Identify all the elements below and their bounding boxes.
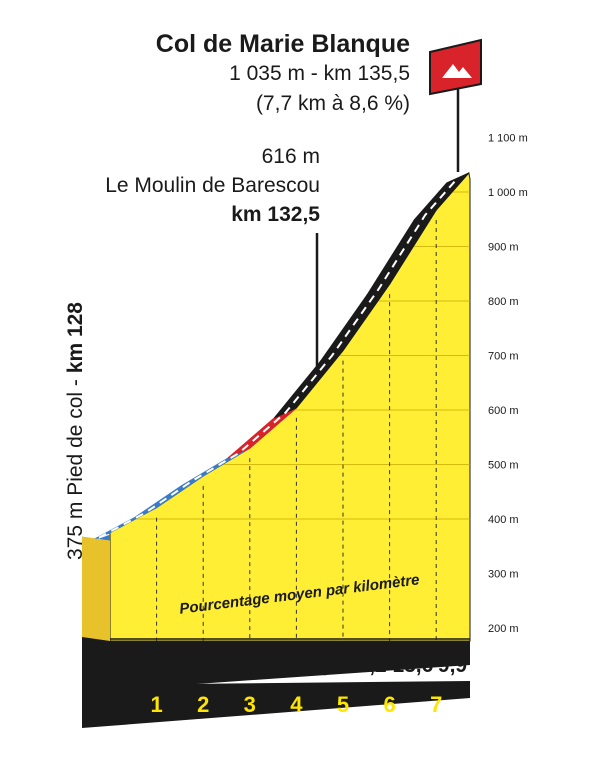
profile-base-bottom (82, 681, 470, 728)
y-tick-label: 1 000 m (488, 187, 528, 199)
summit-length-grade: (7,7 km à 8,6 %) (255, 92, 410, 115)
y-tick-label: 500 m (488, 460, 519, 472)
summit-altitude: 1 035 m - km 135,5 (229, 62, 410, 85)
y-tick-label: 1 100 m (488, 133, 528, 145)
km-marker-label: 3 (244, 692, 256, 717)
segment-grade-label: 12,2 (346, 654, 387, 677)
segment-grade-label: 9,9 (438, 654, 467, 677)
y-tick-label: 200 m (488, 623, 519, 635)
km-marker-label: 4 (290, 692, 303, 717)
waypoint-km: km 132,5 (231, 203, 320, 226)
base-label: 375 m Pied de col - km 128 (64, 302, 88, 560)
segment-grade-label: 13,6 (392, 654, 433, 677)
km-marker-label: 1 (150, 692, 162, 717)
summit-flag-icon (315, 38, 482, 368)
y-tick-label: 900 m (488, 242, 519, 254)
km-marker-label: 5 (337, 692, 349, 717)
y-tick-label: 600 m (488, 405, 519, 417)
y-tick-label: 400 m (488, 514, 519, 526)
km-marker-label: 6 (383, 692, 395, 717)
segment-grade-label: 5,8 (165, 654, 195, 677)
base-km: km 128 (64, 302, 87, 374)
segment-grade-label: 4,6 (119, 654, 148, 677)
y-tick-label: 800 m (488, 296, 519, 308)
road-centerline (98, 177, 459, 539)
y-tick-label: 300 m (488, 569, 519, 581)
km-marker-label: 7 (430, 692, 442, 717)
segment-grade-label: 10,5 (299, 654, 340, 677)
waypoint-name: Le Moulin de Barescou (105, 174, 320, 197)
waypoint-altitude: 616 m (261, 145, 320, 168)
summit-name: Col de Marie Blanque (155, 30, 410, 58)
base-text: 375 m Pied de col - (64, 373, 87, 560)
km-marker-label: 2 (197, 692, 209, 717)
y-tick-label: 700 m (488, 351, 519, 363)
segment-grade-label: 7,4 (258, 654, 288, 677)
profile-base-band (82, 637, 470, 690)
segment-grade-label: 5,1 (212, 654, 242, 677)
